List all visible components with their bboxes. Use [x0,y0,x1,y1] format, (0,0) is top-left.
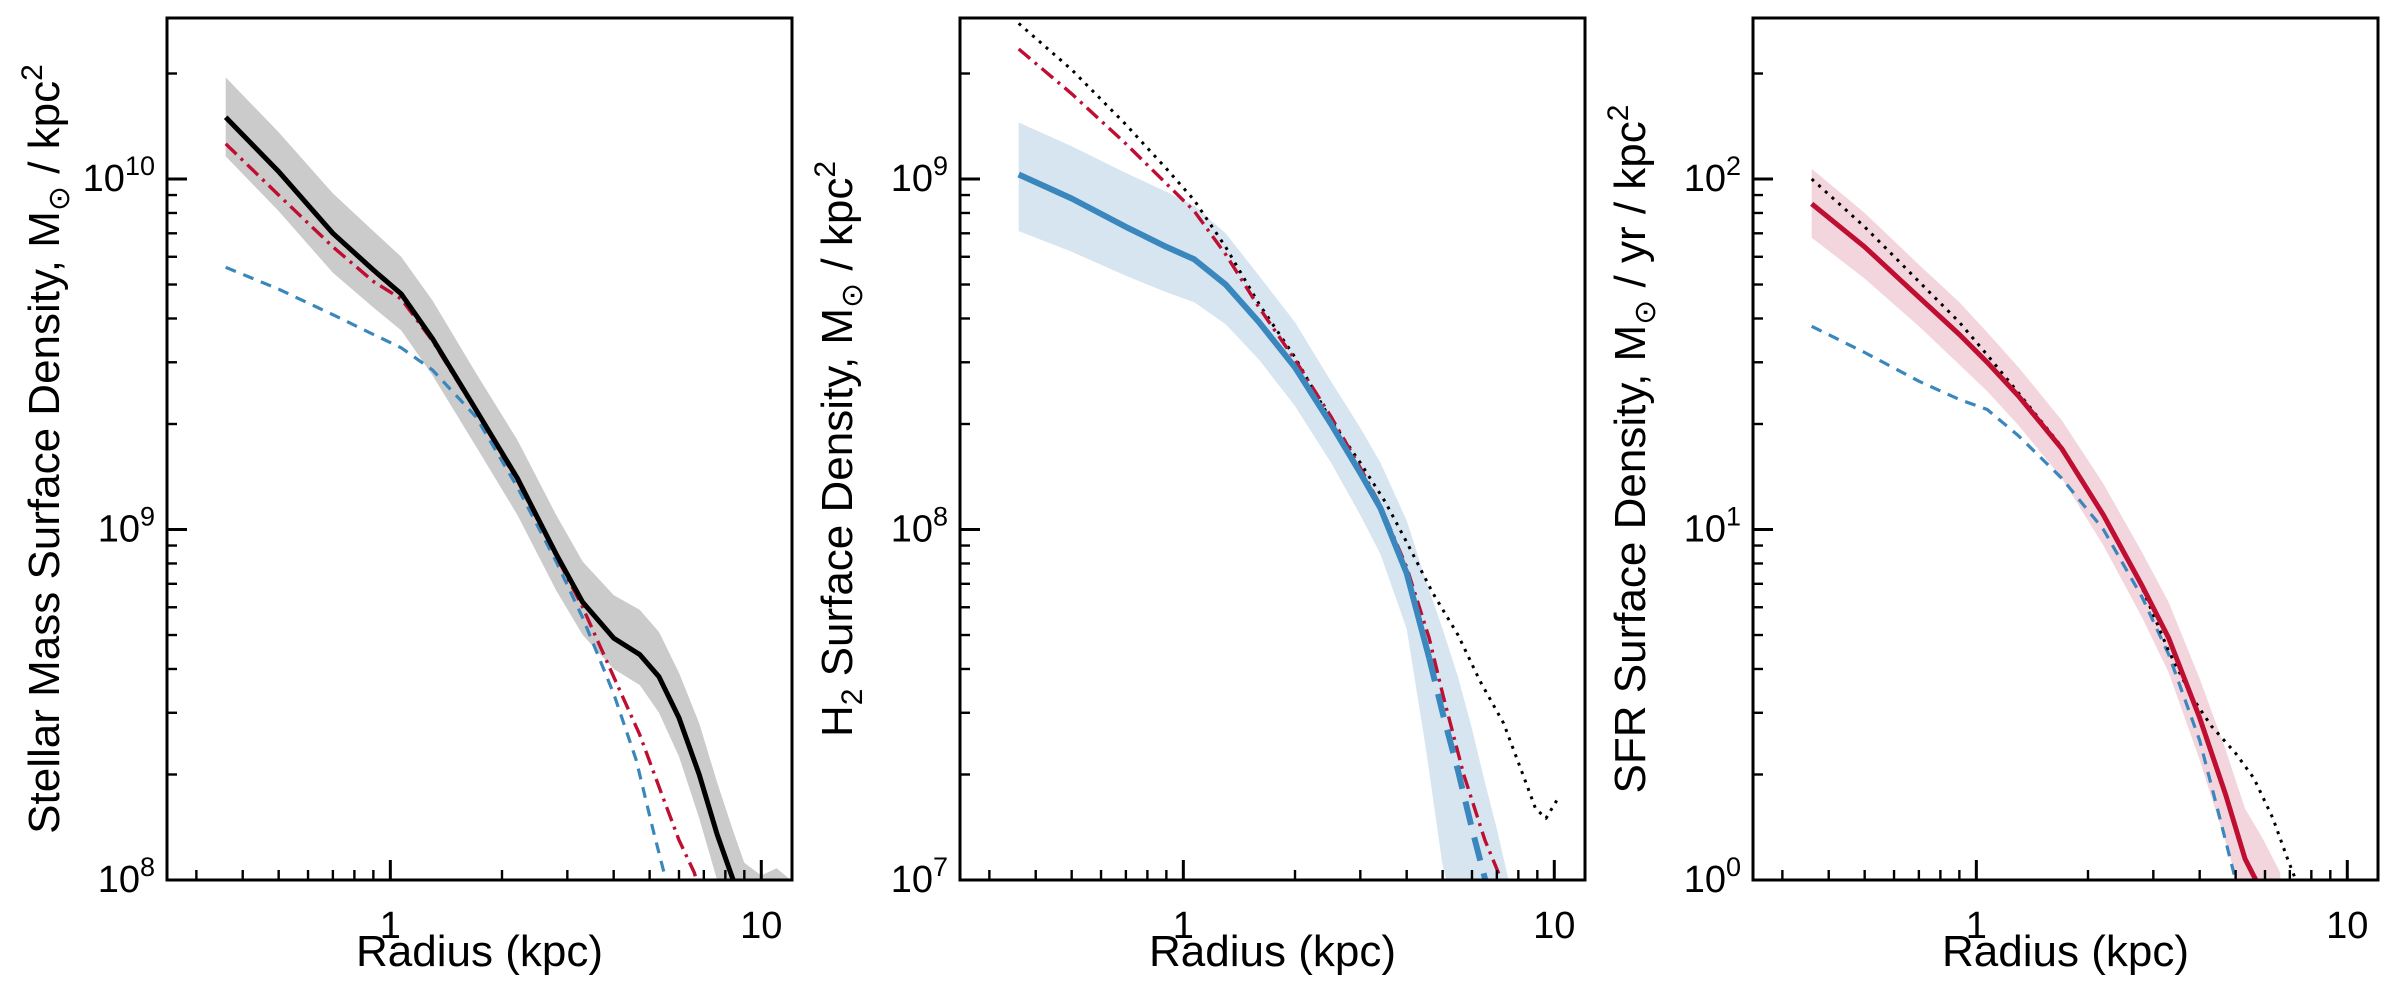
y-axis-label: SFR Surface Density, M⊙ / yr / kpc2 [1602,105,1662,794]
y-tick-label: 1010 [83,151,155,200]
x-tick-label: 1 [380,905,401,947]
crimson-dashdot-comparison [224,142,699,880]
plot-area-stellar-mass-profile [223,77,791,880]
y-axis-label: Stellar Mass Surface Density, M⊙ / kpc2 [16,64,76,834]
black-solid-median [223,115,736,880]
crimson-solid-median [1810,201,2259,880]
x-tick-label: 1 [1966,905,1987,947]
blue-longdash-median-extension [1426,657,1489,880]
blue-solid-median [1017,171,1433,659]
plot-area-h2-profile [1017,22,1559,880]
y-tick-label: 102 [1684,151,1741,200]
y-tick-label: 100 [1684,852,1741,901]
x-axis-label: Radius (kpc) [1149,927,1396,976]
black-dotted-comparison [1810,177,2298,880]
panel-h2-profile: 1 10 107 108 109 Radius (kpc) H2 Surface Densi… [809,16,1587,976]
x-tick-label: 10 [1533,905,1575,947]
y-tick-label: 101 [1684,502,1741,551]
y-axis-label: H2 Surface Density, M⊙ / kpc2 [809,161,869,737]
panel-sfr-profile: 1 10 100 101 102 Radius (kpc) SFR Surface Dens… [1602,16,2380,976]
axes-frame [958,16,1587,882]
stellar-uncertainty-band [225,77,791,880]
panel-stellar-mass-profile: 1 10 108 109 1010 Radius (kpc) Stellar Mass Su… [16,16,794,976]
y-tick-label: 108 [98,852,155,901]
h2-uncertainty-band [1018,122,1509,880]
x-axis: 1 10 [1781,860,2368,947]
x-tick-label: 1 [1173,905,1194,947]
x-tick-label: 10 [740,905,782,947]
x-axis-label: Radius (kpc) [1942,927,2189,976]
y-axis: 108 109 1010 [83,72,187,901]
x-axis: 1 10 [195,860,782,947]
y-tick-label: 109 [98,502,155,551]
blue-dashed-comparison [225,265,668,880]
y-axis: 100 101 102 [1684,72,1773,901]
plot-area-sfr-profile [1810,168,2298,880]
x-axis-label: Radius (kpc) [356,927,603,976]
x-axis: 1 10 [988,860,1575,947]
y-tick-label: 109 [891,151,948,200]
y-axis: 107 108 109 [891,72,980,901]
y-tick-label: 108 [891,502,948,551]
x-tick-label: 10 [2326,905,2368,947]
blue-dashed-comparison [1810,324,2238,880]
crimson-dashdot-comparison [1017,47,1504,880]
sfr-uncertainty-band [1811,168,2281,880]
black-dotted-comparison [1017,22,1559,820]
axes-frame [165,16,794,882]
axes-frame [1751,16,2380,882]
y-tick-label: 107 [891,852,948,901]
